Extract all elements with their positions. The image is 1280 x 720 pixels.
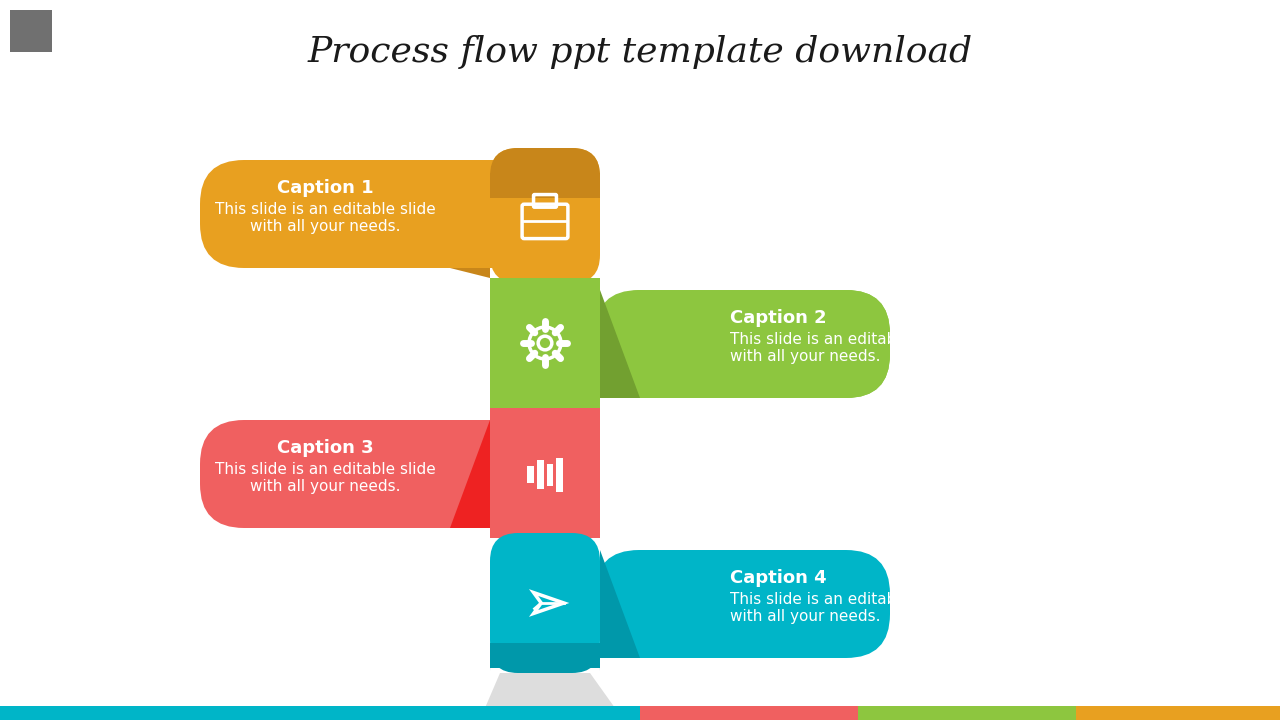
Polygon shape	[600, 550, 640, 658]
Polygon shape	[451, 408, 490, 538]
FancyBboxPatch shape	[200, 420, 545, 528]
Polygon shape	[451, 420, 490, 528]
FancyBboxPatch shape	[490, 533, 600, 668]
Bar	[490, 408, 600, 538]
Bar	[490, 173, 600, 198]
Polygon shape	[451, 160, 490, 268]
FancyBboxPatch shape	[490, 643, 600, 673]
Polygon shape	[485, 673, 614, 708]
FancyBboxPatch shape	[595, 290, 890, 398]
Text: Caption 3: Caption 3	[276, 439, 374, 457]
Bar	[490, 278, 600, 408]
FancyBboxPatch shape	[595, 550, 890, 658]
Bar	[640, 706, 858, 720]
Bar	[536, 460, 544, 490]
Text: with all your needs.: with all your needs.	[730, 348, 881, 364]
Bar	[858, 706, 1076, 720]
Text: Caption 2: Caption 2	[730, 309, 827, 327]
Text: Process flow ppt template download: Process flow ppt template download	[307, 35, 973, 69]
Text: with all your needs.: with all your needs.	[250, 218, 401, 233]
Bar	[10, 10, 52, 52]
Bar	[490, 643, 600, 668]
Polygon shape	[600, 290, 640, 398]
Text: Caption 4: Caption 4	[730, 569, 827, 587]
Text: This slide is an editable slide: This slide is an editable slide	[215, 202, 435, 217]
Bar	[1076, 706, 1280, 720]
FancyBboxPatch shape	[490, 148, 600, 198]
Polygon shape	[451, 268, 490, 278]
FancyBboxPatch shape	[490, 148, 600, 283]
Bar	[527, 467, 534, 483]
Bar	[557, 458, 563, 492]
Text: This slide is an editable slide: This slide is an editable slide	[215, 462, 435, 477]
FancyBboxPatch shape	[600, 290, 890, 398]
Text: Caption 1: Caption 1	[276, 179, 374, 197]
Bar	[0, 706, 640, 720]
FancyBboxPatch shape	[200, 160, 545, 268]
Text: with all your needs.: with all your needs.	[250, 479, 401, 493]
Bar	[547, 464, 553, 486]
Text: with all your needs.: with all your needs.	[730, 608, 881, 624]
Text: This slide is an editable slide: This slide is an editable slide	[730, 333, 951, 348]
Text: This slide is an editable slide: This slide is an editable slide	[730, 593, 951, 608]
